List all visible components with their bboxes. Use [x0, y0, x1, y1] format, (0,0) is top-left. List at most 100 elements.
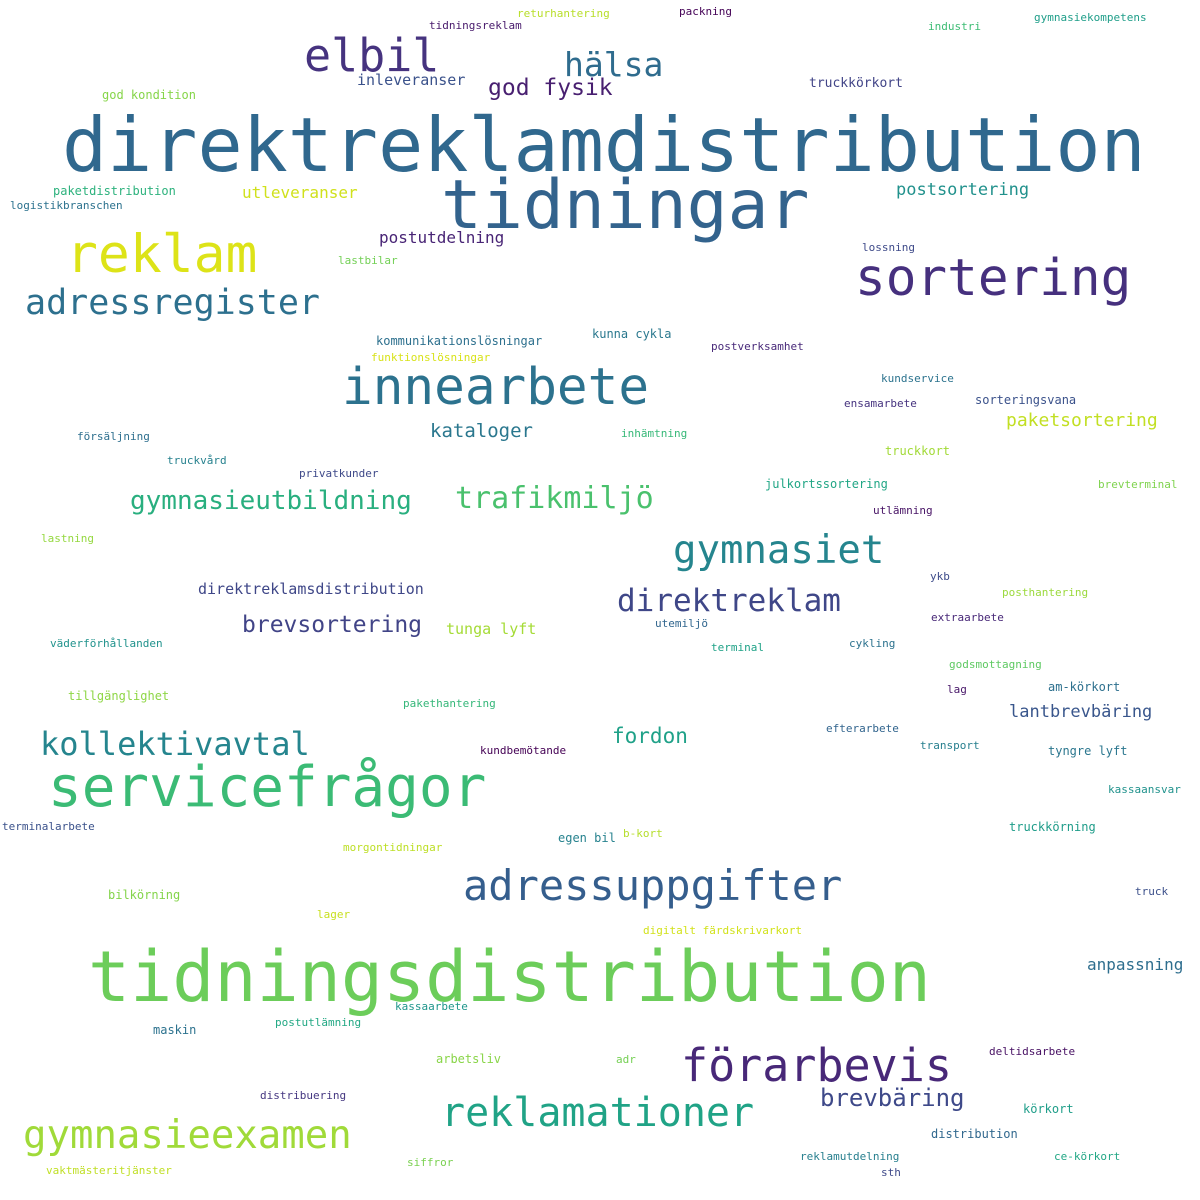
word: god kondition	[102, 88, 196, 102]
word: maskin	[153, 1023, 197, 1037]
word: direktreklamsdistribution	[198, 580, 424, 598]
word: julkortssortering	[765, 477, 888, 491]
word: kommunikationslösningar	[376, 334, 543, 348]
word: morgontidningar	[343, 841, 443, 854]
word: ensamarbete	[844, 397, 917, 410]
word: gymnasiekompetens	[1034, 11, 1147, 24]
word: sorteringsvana	[975, 393, 1077, 407]
word: utlämning	[873, 504, 933, 517]
word: kassaansvar	[1108, 783, 1181, 796]
word: lag	[947, 683, 967, 696]
word: terminal	[711, 641, 764, 654]
word: digitalt färdskrivarkort	[643, 924, 802, 937]
word: lantbrevbäring	[1009, 702, 1153, 722]
word: kunna cykla	[592, 327, 672, 341]
word: packning	[679, 5, 732, 18]
word: returhantering	[517, 7, 610, 20]
word: direktreklam	[617, 583, 841, 619]
word: truckkörkort	[809, 76, 903, 91]
word: distribution	[931, 1127, 1018, 1141]
word: lossning	[862, 241, 915, 254]
word: reklam	[66, 224, 258, 285]
word: kassaarbete	[395, 1000, 468, 1013]
word: egen bil	[558, 831, 616, 845]
word: elbil	[304, 29, 440, 82]
word: inhämtning	[621, 427, 688, 440]
word: truckvård	[167, 454, 227, 467]
word: gymnasiet	[673, 528, 885, 573]
word: tidningsreklam	[429, 19, 522, 32]
word: truckkort	[885, 444, 951, 458]
word: efterarbete	[826, 722, 899, 735]
word: inleveranser	[357, 71, 466, 89]
word: am-körkort	[1048, 680, 1121, 694]
word: utemiljö	[655, 617, 708, 630]
word: trafikmiljö	[455, 481, 654, 516]
word: deltidsarbete	[989, 1045, 1076, 1058]
word: tyngre lyft	[1048, 744, 1128, 758]
word: brevbäring	[820, 1084, 965, 1112]
word: gymnasieexamen	[23, 1113, 352, 1158]
word: innearbete	[342, 358, 650, 417]
word: tidningar	[441, 166, 810, 245]
word: kundservice	[881, 372, 954, 385]
word: distribuering	[260, 1089, 347, 1102]
word: utleveranser	[242, 183, 358, 202]
word: logistikbranschen	[10, 199, 123, 212]
word: industri	[928, 20, 981, 33]
word: förarbevis	[681, 1039, 952, 1092]
word: tidningsdistribution	[88, 936, 931, 1018]
word: vaktmästeritjänster	[46, 1164, 172, 1177]
word: postsortering	[896, 180, 1030, 200]
word: extraarbete	[931, 611, 1004, 624]
word: direktreklamdistribution	[62, 101, 1146, 189]
word: terminalarbete	[2, 820, 95, 833]
word: sth	[881, 1166, 901, 1179]
word: transport	[920, 739, 980, 752]
word: siffror	[407, 1156, 454, 1169]
word: ykb	[930, 570, 950, 583]
word: paketdistribution	[53, 184, 176, 198]
word: servicefrågor	[48, 755, 487, 820]
word: ce-körkort	[1054, 1150, 1121, 1163]
word: kundbemötande	[480, 744, 567, 757]
word: tunga lyft	[446, 620, 537, 638]
word: körkort	[1023, 1102, 1074, 1116]
word: bilkörning	[108, 888, 181, 902]
word: väderförhållanden	[50, 637, 163, 650]
word: adressregister	[25, 283, 321, 323]
word: arbetsliv	[436, 1052, 502, 1066]
word: anpassning	[1087, 955, 1184, 974]
word: truckkörning	[1009, 820, 1096, 834]
word: lastning	[41, 532, 94, 545]
word: kataloger	[430, 420, 533, 442]
word: adressuppgifter	[463, 861, 843, 910]
word: försäljning	[77, 430, 150, 443]
word: cykling	[849, 637, 896, 650]
word: hälsa	[564, 45, 664, 84]
word: pakethantering	[403, 697, 496, 710]
word: lager	[317, 908, 351, 921]
word: tillgänglighet	[68, 689, 170, 703]
word: posthantering	[1002, 586, 1089, 599]
word: postutlämning	[275, 1016, 362, 1029]
word: god fysik	[488, 75, 613, 101]
word: sortering	[855, 249, 1132, 308]
word: kollektivavtal	[40, 725, 310, 763]
word: adr	[616, 1053, 636, 1066]
word: b-kort	[623, 827, 663, 840]
word: paketsortering	[1006, 410, 1158, 431]
word: postutdelning	[379, 228, 505, 247]
word: fordon	[612, 724, 688, 748]
word: lastbilar	[338, 254, 398, 267]
word: privatkunder	[299, 467, 379, 480]
word: brevsortering	[242, 612, 423, 638]
word: gymnasieutbildning	[130, 486, 412, 516]
word: reklamutdelning	[800, 1150, 900, 1163]
word: godsmottagning	[949, 658, 1042, 671]
word: funktionslösningar	[371, 351, 491, 364]
word: postverksamhet	[711, 340, 804, 353]
word: truck	[1135, 885, 1169, 898]
word: brevterminal	[1098, 478, 1178, 491]
